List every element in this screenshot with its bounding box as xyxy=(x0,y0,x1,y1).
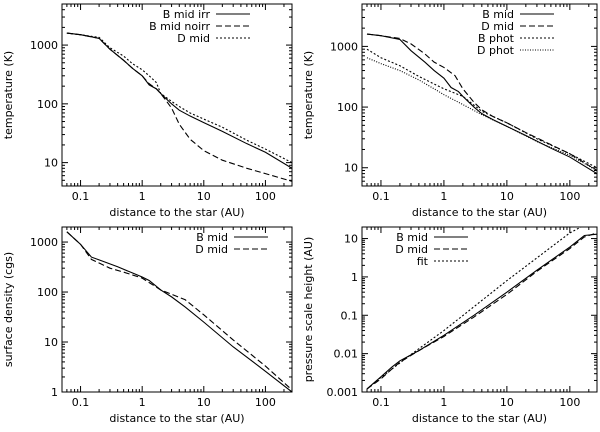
chart-1-legend-label: D mid xyxy=(481,20,514,33)
chart-1-legend-label: B mid xyxy=(482,8,514,21)
chart-0-x-tick-label: 10 xyxy=(197,190,211,203)
chart-2-y-tick-label: 1 xyxy=(51,386,58,399)
chart-1-series-d-mid xyxy=(366,33,597,171)
chart-1-x-tick-label: 0.1 xyxy=(372,190,390,203)
chart-3-x-tick-label: 10 xyxy=(500,396,514,409)
chart-3-x-tick-label: 1 xyxy=(440,396,447,409)
chart-0-y-tick-label: 10 xyxy=(44,157,58,170)
chart-0-x-tick-label: 1 xyxy=(139,190,146,203)
chart-3-x-tick-label: 0.1 xyxy=(372,396,390,409)
chart-1-series-b-mid xyxy=(366,33,597,175)
chart-3-y-tick-label: 0.1 xyxy=(341,309,359,322)
chart-2-x-axis-label: distance to the star (AU) xyxy=(109,412,244,425)
chart-3-legend-label: B mid xyxy=(396,231,428,244)
chart-2-series-d-mid xyxy=(66,231,292,391)
chart-2-x-tick-label: 10 xyxy=(197,396,211,409)
panel-bottom-left-surface-density: 0.1 1 10 100 1 10 100 1000 distance to the star … xyxy=(2,226,293,425)
chart-3-legend-label: fit xyxy=(417,255,429,268)
chart-0-x-axis-label: distance to the star (AU) xyxy=(109,206,244,219)
chart-1-x-tick-label: 1 xyxy=(440,190,447,203)
chart-3-y-axis-label: pressure scale height (AU) xyxy=(302,237,315,383)
chart-3-frame xyxy=(361,226,598,393)
chart-3-legend-label: D mid xyxy=(395,243,428,256)
chart-2-series-b-mid xyxy=(66,231,292,392)
chart-2-y-axis-label: surface density (cgs) xyxy=(2,252,15,367)
chart-3-y-tick-label: 10 xyxy=(344,233,358,246)
chart-2-legend-label: D mid xyxy=(195,243,228,256)
chart-1-x-tick-label: 100 xyxy=(559,190,580,203)
chart-0-x-tick-label: 0.1 xyxy=(72,190,90,203)
chart-0-legend-label: B mid noirr xyxy=(149,20,210,33)
chart-1-series-b-phot xyxy=(366,48,597,169)
chart-0-legend-label: B mid irr xyxy=(163,8,211,21)
chart-2-frame xyxy=(61,226,293,393)
panel-top-left-temperature: 0.1 1 10 100 10 100 1000 distance to the star (… xyxy=(2,3,293,219)
chart-2-y-tick-label: 10 xyxy=(44,336,58,349)
chart-3-series-fit xyxy=(366,227,582,390)
chart-0-y-axis-label: temperature (K) xyxy=(2,51,15,139)
chart-0-series-b-mid-noirr xyxy=(66,32,292,182)
chart-3-x-axis-label: distance to the star (AU) xyxy=(412,412,547,425)
chart-1-y-tick-label: 100 xyxy=(337,101,358,114)
chart-0-x-tick-label: 100 xyxy=(255,190,276,203)
chart-0-y-tick-label: 100 xyxy=(37,98,58,111)
panel-bottom-right-scale-height: 0.1 1 10 100 0.001 0.01 0.1 1 10 distance to the … xyxy=(302,226,598,425)
chart-3-series-d-mid xyxy=(366,232,597,390)
chart-3-y-tick-label: 1 xyxy=(351,271,358,284)
chart-1-x-tick-label: 10 xyxy=(500,190,514,203)
chart-2-legend-label: B mid xyxy=(196,231,228,244)
chart-3-y-tick-label: 0.001 xyxy=(327,386,359,399)
panel-top-right-temperature: 0.1 1 10 100 10 100 1000 distance to the star (… xyxy=(302,3,598,219)
chart-0-frame xyxy=(61,3,293,187)
chart-2-x-tick-label: 100 xyxy=(255,396,276,409)
chart-3-x-tick-label: 100 xyxy=(559,396,580,409)
chart-1-y-tick-label: 1000 xyxy=(330,40,358,53)
chart-2-x-tick-label: 1 xyxy=(139,396,146,409)
chart-2-y-tick-label: 1000 xyxy=(30,236,58,249)
chart-2-y-tick-label: 100 xyxy=(37,286,58,299)
chart-1-legend-label: B phot xyxy=(478,32,515,45)
chart-1-y-tick-label: 10 xyxy=(344,162,358,175)
chart-0-legend-label: D mid xyxy=(177,32,210,45)
chart-0-series-d-mid xyxy=(66,32,292,164)
chart-1-y-axis-label: temperature (K) xyxy=(302,51,315,139)
chart-1-series-d-phot xyxy=(366,57,597,171)
chart-3-y-tick-label: 0.01 xyxy=(334,348,359,361)
chart-0-y-tick-label: 1000 xyxy=(30,39,58,52)
chart-1-x-axis-label: distance to the star (AU) xyxy=(412,206,547,219)
chart-0-series-b-mid-irr xyxy=(66,32,292,169)
chart-1-frame xyxy=(361,3,598,187)
chart-3-series-b-mid xyxy=(366,233,597,390)
chart-2-x-tick-label: 0.1 xyxy=(72,396,90,409)
chart-1-legend-label: D phot xyxy=(477,44,515,57)
